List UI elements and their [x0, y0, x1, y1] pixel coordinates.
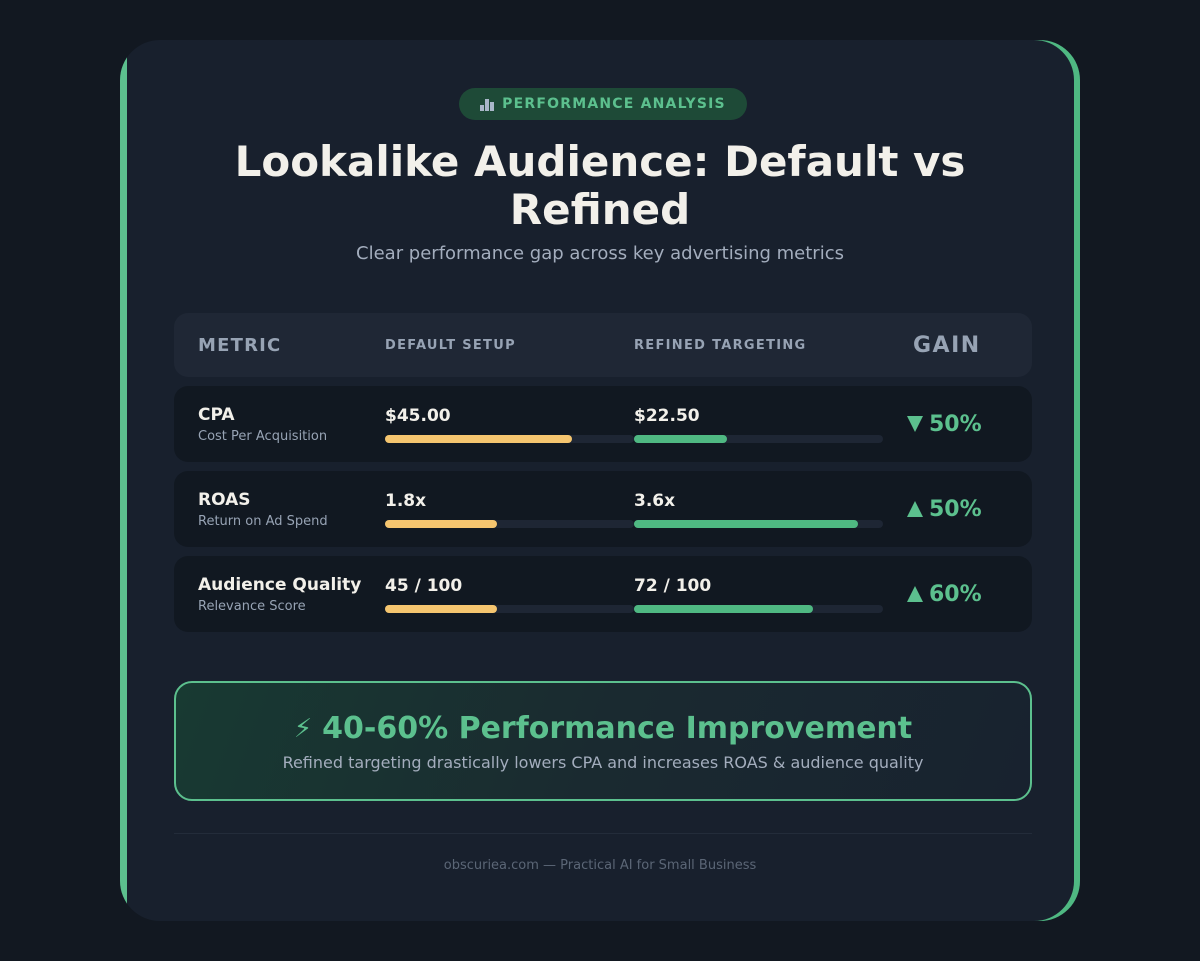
- arrow-up-icon: [907, 501, 923, 517]
- metric-name: ROAS: [198, 490, 251, 510]
- header-default-setup: DEFAULT SETUP: [385, 337, 516, 353]
- table-row: CPA Cost Per Acquisition $45.00 $22.50 5…: [174, 386, 1032, 462]
- section-badge: PERFORMANCE ANALYSIS: [459, 88, 747, 120]
- lightning-bolt-icon: ⚡: [293, 713, 313, 744]
- gain-value: 50%: [929, 496, 982, 522]
- refined-bar-track: [634, 520, 883, 528]
- gain-value: 50%: [929, 411, 982, 437]
- refined-value: $22.50: [634, 406, 700, 426]
- page-subtitle: Clear performance gap across key adverti…: [356, 243, 844, 264]
- default-value: 1.8x: [385, 491, 427, 511]
- gain-indicator: 50%: [907, 386, 982, 462]
- refined-bar-fill: [634, 435, 728, 443]
- metric-name: Audience Quality: [198, 575, 362, 595]
- header-refined-targeting: REFINED TARGETING: [634, 337, 807, 353]
- refined-value: 3.6x: [634, 491, 676, 511]
- refined-bar-track: [634, 605, 883, 613]
- page-title: Lookalike Audience: Default vs Refined: [234, 137, 966, 234]
- refined-bar-track: [634, 435, 883, 443]
- header-gain: GAIN: [913, 332, 981, 358]
- summary-heading: ⚡ 40-60% Performance Improvement: [176, 711, 1030, 746]
- footer-text: obscuriea.com — Practical AI for Small B…: [443, 858, 757, 873]
- default-bar-track: [385, 520, 634, 528]
- bar-chart-icon: [480, 97, 496, 111]
- summary-callout: ⚡ 40-60% Performance Improvement Refined…: [174, 681, 1032, 801]
- metric-description: Return on Ad Spend: [198, 514, 328, 529]
- refined-bar-fill: [634, 520, 859, 528]
- table-header: METRIC DEFAULT SETUP REFINED TARGETING G…: [174, 313, 1032, 377]
- default-bar-track: [385, 605, 634, 613]
- arrow-up-icon: [907, 586, 923, 602]
- default-bar-fill: [385, 435, 572, 443]
- summary-subtitle: Refined targeting drastically lowers CPA…: [282, 753, 924, 772]
- metric-description: Cost Per Acquisition: [198, 429, 328, 444]
- default-bar-fill: [385, 605, 498, 613]
- metric-name: CPA: [198, 405, 235, 425]
- badge-label: PERFORMANCE ANALYSIS: [502, 96, 726, 112]
- default-bar-fill: [385, 520, 498, 528]
- table-row: ROAS Return on Ad Spend 1.8x 3.6x 50%: [174, 471, 1032, 547]
- default-value: $45.00: [385, 406, 451, 426]
- gain-indicator: 50%: [907, 471, 982, 547]
- gain-value: 60%: [929, 581, 982, 607]
- refined-value: 72 / 100: [634, 576, 712, 596]
- metric-description: Relevance Score: [198, 599, 306, 614]
- header-metric: METRIC: [198, 334, 282, 356]
- analysis-card: PERFORMANCE ANALYSIS Lookalike Audience:…: [120, 40, 1080, 921]
- arrow-down-icon: [907, 416, 923, 432]
- default-value: 45 / 100: [385, 576, 463, 596]
- table-row: Audience Quality Relevance Score 45 / 10…: [174, 556, 1032, 632]
- refined-bar-fill: [634, 605, 814, 613]
- default-bar-track: [385, 435, 634, 443]
- summary-title: 40-60% Performance Improvement: [322, 711, 913, 746]
- footer-divider: [174, 833, 1032, 834]
- gain-indicator: 60%: [907, 556, 982, 632]
